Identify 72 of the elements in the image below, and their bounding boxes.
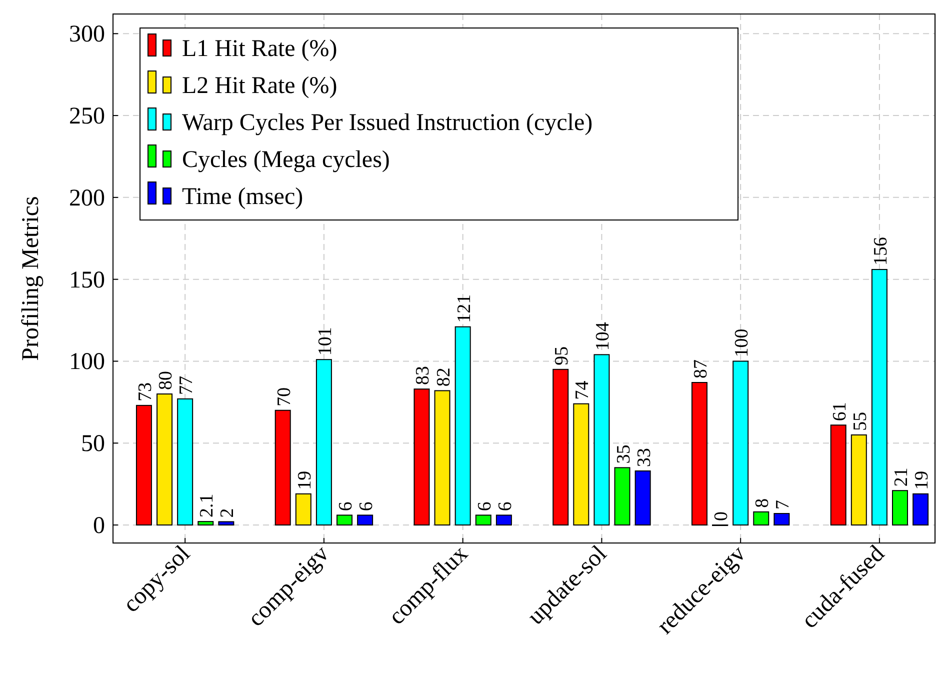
bar bbox=[156, 393, 173, 526]
bar bbox=[614, 467, 630, 526]
data-label: 61 bbox=[829, 402, 850, 422]
bar bbox=[218, 521, 234, 526]
bar bbox=[136, 404, 152, 526]
y-tick-label: 50 bbox=[81, 431, 105, 458]
bar bbox=[198, 521, 214, 526]
data-label: 33 bbox=[634, 448, 655, 467]
data-label: 77 bbox=[176, 376, 198, 395]
data-label: 2 bbox=[217, 508, 238, 518]
data-label: 8 bbox=[752, 498, 774, 508]
data-label: 156 bbox=[870, 236, 892, 266]
data-label: 21 bbox=[891, 468, 912, 487]
legend-label: Warp Cycles Per Issued Instruction (cycle) bbox=[182, 110, 593, 136]
y-axis-title: Profiling Metrics bbox=[18, 196, 44, 361]
data-label: 7 bbox=[772, 500, 794, 510]
bar bbox=[594, 354, 610, 526]
data-label: 2.1 bbox=[196, 494, 218, 518]
bar bbox=[336, 514, 353, 526]
bar bbox=[496, 514, 512, 526]
bar bbox=[871, 268, 888, 526]
bar bbox=[732, 360, 749, 526]
bar bbox=[414, 388, 430, 526]
data-label: 83 bbox=[412, 366, 434, 386]
data-label: 100 bbox=[732, 328, 753, 358]
legend-label: Cycles (Mega cycles) bbox=[182, 147, 390, 173]
bar bbox=[912, 493, 929, 526]
y-tick-label: 300 bbox=[69, 22, 105, 48]
bar bbox=[573, 403, 590, 526]
bar bbox=[892, 490, 908, 526]
data-label: 6 bbox=[336, 502, 357, 512]
legend-label: Time (msec) bbox=[182, 184, 304, 210]
data-label: 73 bbox=[134, 382, 156, 402]
data-label: 55 bbox=[850, 412, 871, 431]
bar bbox=[274, 410, 291, 526]
data-label: 74 bbox=[572, 380, 594, 400]
y-tick-label: 0 bbox=[93, 512, 105, 539]
bar bbox=[434, 390, 450, 526]
legend-label: L1 Hit Rate (%) bbox=[182, 36, 338, 62]
bar bbox=[753, 511, 770, 526]
data-label: 0 bbox=[711, 511, 732, 521]
y-tick-label: 200 bbox=[69, 185, 105, 212]
data-label: 82 bbox=[433, 368, 454, 387]
bar bbox=[454, 326, 471, 526]
bar bbox=[850, 434, 867, 526]
legend-label: L2 Hit Rate (%) bbox=[182, 73, 338, 99]
data-label: 121 bbox=[454, 294, 475, 323]
y-tick-label: 150 bbox=[69, 267, 105, 294]
bar bbox=[316, 359, 332, 526]
data-label: 6 bbox=[494, 502, 516, 512]
data-label: 19 bbox=[294, 470, 316, 490]
bar bbox=[830, 424, 846, 526]
bar bbox=[774, 513, 790, 526]
data-label: 104 bbox=[592, 322, 614, 351]
bar bbox=[177, 398, 194, 526]
data-label: 101 bbox=[314, 327, 336, 356]
bar bbox=[552, 368, 569, 526]
y-tick-label: 250 bbox=[69, 104, 105, 130]
y-tick-label: 100 bbox=[69, 349, 105, 376]
data-label: 6 bbox=[356, 502, 378, 512]
data-label: 87 bbox=[690, 360, 712, 378]
bar bbox=[634, 470, 651, 526]
bar bbox=[357, 514, 374, 526]
bar bbox=[691, 382, 708, 526]
data-label: 19 bbox=[912, 470, 933, 490]
data-label: 80 bbox=[156, 370, 177, 390]
data-label: 95 bbox=[552, 346, 573, 366]
bar bbox=[295, 493, 312, 526]
data-label: 6 bbox=[474, 502, 496, 512]
data-label: 70 bbox=[274, 387, 295, 406]
bar bbox=[475, 514, 492, 526]
data-label: 35 bbox=[613, 444, 634, 464]
